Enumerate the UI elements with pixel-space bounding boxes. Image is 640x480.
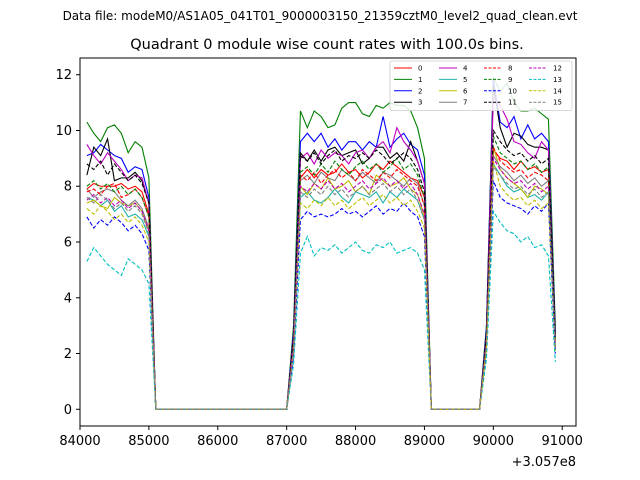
x-tick-label: 85000 [128, 434, 169, 449]
plot-area [86, 77, 556, 410]
x-tick-label: 87000 [266, 434, 307, 449]
legend-label-1: 1 [418, 76, 422, 84]
x-offset-label: +3.057e8 [512, 455, 576, 470]
series-line-7 [86, 153, 556, 410]
x-tick-label: 84000 [59, 434, 100, 449]
legend-label-10: 10 [508, 87, 517, 95]
legend-label-5: 5 [463, 76, 467, 84]
series-line-12 [86, 156, 556, 410]
y-tick-label: 4 [64, 291, 72, 306]
legend-label-9: 9 [508, 76, 512, 84]
data-file-label: Data file: modeM0/AS1A05_041T01_90000031… [63, 9, 578, 23]
legend-label-14: 14 [553, 87, 562, 95]
y-tick-label: 0 [64, 403, 72, 418]
x-tick-label: 91000 [542, 434, 583, 449]
legend-label-13: 13 [553, 76, 562, 84]
legend-label-4: 4 [463, 65, 468, 73]
legend-label-3: 3 [418, 99, 422, 107]
series-line-8 [86, 146, 556, 410]
legend-label-12: 12 [553, 65, 562, 73]
series-line-15 [86, 165, 556, 410]
y-tick-label: 6 [64, 236, 72, 251]
x-tick-label: 90000 [473, 434, 514, 449]
legend-label-0: 0 [418, 65, 422, 73]
x-tick-label: 89000 [404, 434, 445, 449]
legend-box [389, 60, 573, 111]
y-tick-label: 12 [55, 68, 72, 83]
series-line-10 [86, 180, 556, 410]
x-tick-label: 88000 [335, 434, 376, 449]
y-tick-label: 10 [55, 124, 72, 139]
y-tick-label: 2 [64, 347, 72, 362]
legend-label-2: 2 [418, 87, 422, 95]
y-tick-label: 8 [64, 180, 72, 195]
series-line-6 [86, 147, 556, 410]
series-line-13 [86, 209, 556, 410]
legend-label-11: 11 [508, 99, 517, 107]
legend-label-6: 6 [463, 87, 468, 95]
x-tick-label: 86000 [197, 434, 238, 449]
legend-label-8: 8 [508, 65, 512, 73]
legend-label-15: 15 [553, 99, 562, 107]
axes: 84000 85000 86000 87000 88000 89000 90000 91000… [55, 57, 583, 449]
chart-title: Quadrant 0 module wise count rates with … [130, 37, 524, 53]
legend-label-7: 7 [463, 99, 467, 107]
